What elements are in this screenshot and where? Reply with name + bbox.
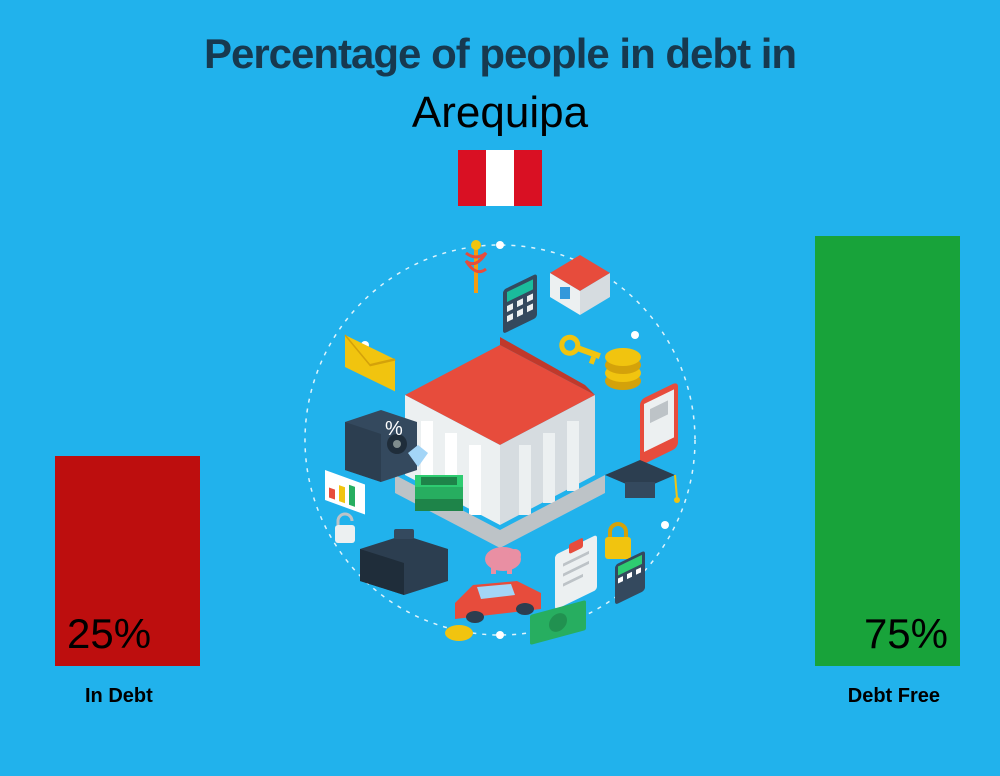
house-icon (550, 255, 610, 315)
location-subtitle: Arequipa (0, 88, 1000, 138)
flag-stripe-left (458, 150, 486, 206)
envelope-icon (345, 335, 395, 391)
infographic-canvas: Percentage of people in debt in Arequipa (0, 0, 1000, 776)
peru-flag-icon (458, 150, 542, 206)
piggybank-icon (485, 547, 521, 574)
page-title: Percentage of people in debt in (0, 30, 1000, 78)
coin-icon (445, 625, 473, 641)
finance-illustration: $ % % (285, 225, 715, 655)
cash-stack-icon (415, 475, 463, 511)
bar-in-debt-label: In Debt (85, 685, 153, 708)
calculator-icon (503, 273, 537, 334)
clipboard-icon (555, 531, 597, 610)
bar-debt-free-label: Debt Free (848, 685, 940, 708)
bar-in-debt: 25% (55, 456, 200, 666)
padlock-icon (605, 524, 631, 559)
caduceus-icon (466, 240, 486, 293)
barchart-icon (325, 470, 365, 515)
safe-icon (345, 410, 417, 482)
bar-debt-free-value: 75% (803, 610, 948, 658)
percent-icon-2: % (385, 418, 403, 440)
flag-stripe-mid (486, 150, 514, 206)
flag-stripe-right (514, 150, 542, 206)
briefcase-icon (360, 529, 448, 595)
bar-in-debt-value: 25% (67, 610, 212, 658)
bank-icon (395, 337, 605, 548)
graduation-cap-icon (605, 460, 680, 503)
car-icon (455, 581, 541, 623)
coins-icon (605, 348, 641, 390)
bar-debt-free: 75% (815, 236, 960, 666)
smartphone-icon (640, 381, 678, 466)
unlock-icon (335, 514, 355, 543)
key-icon (559, 335, 603, 366)
